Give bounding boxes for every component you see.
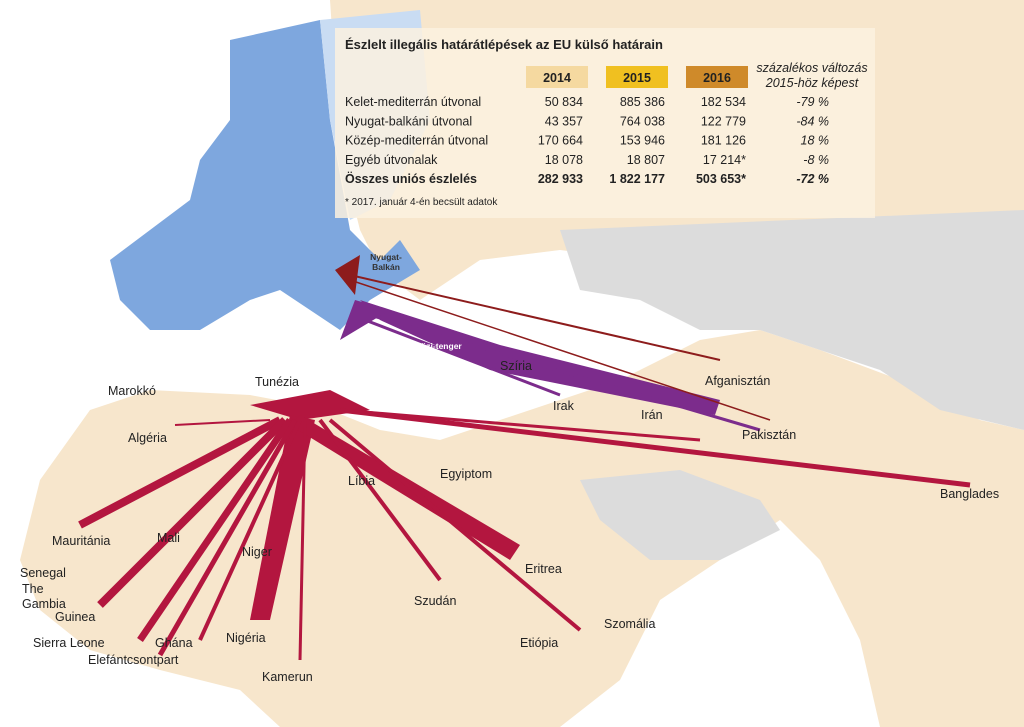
cell: 122 779 bbox=[701, 114, 746, 128]
country-label: Etiópia bbox=[520, 636, 558, 650]
country-label: Eritrea bbox=[525, 562, 562, 576]
row-label: Kelet-mediterrán útvonal bbox=[345, 95, 481, 109]
cell: 170 664 bbox=[538, 134, 583, 148]
cell: 50 834 bbox=[545, 95, 583, 109]
land-asia bbox=[560, 210, 1024, 430]
cell: 764 038 bbox=[620, 114, 665, 128]
country-label: Mauritánia bbox=[52, 534, 110, 548]
eu bbox=[110, 20, 420, 330]
central-med-routes bbox=[78, 407, 971, 661]
east-med-arrows bbox=[340, 300, 761, 432]
region-label: Nyugat- bbox=[370, 252, 402, 262]
country-label: Mali bbox=[157, 531, 180, 545]
row-label: Egyéb útvonalak bbox=[345, 153, 438, 167]
cell: 282 933 bbox=[538, 172, 583, 186]
cell: 18 807 bbox=[627, 153, 665, 167]
country-label: Gambia bbox=[22, 597, 66, 611]
land-arabia bbox=[580, 470, 780, 560]
country-label: Algéria bbox=[128, 431, 167, 445]
header-bg bbox=[526, 66, 588, 88]
country-label: Senegal bbox=[20, 566, 66, 580]
country-label: Niger bbox=[242, 545, 272, 559]
country-label: Elefántcsontpart bbox=[88, 653, 179, 667]
row-label: Közép-mediterrán útvonal bbox=[345, 134, 488, 148]
country-label: Sierra Leone bbox=[33, 636, 105, 650]
country-label: Pakisztán bbox=[742, 428, 796, 442]
country-label: Banglades bbox=[940, 487, 999, 501]
cell: 181 126 bbox=[701, 134, 746, 148]
country-label: Szíria bbox=[500, 359, 532, 373]
header: 2014 bbox=[543, 71, 571, 85]
region-label: Balkán bbox=[372, 262, 400, 272]
cell: 1 822 177 bbox=[609, 172, 665, 186]
cell: 43 357 bbox=[545, 114, 583, 128]
country-label: Tunézia bbox=[255, 375, 299, 389]
cell: 503 653* bbox=[696, 172, 746, 186]
cell: 18 % bbox=[801, 134, 830, 148]
country-label: Afganisztán bbox=[705, 374, 770, 388]
country-label: Kamerun bbox=[262, 670, 313, 684]
cell: -72 % bbox=[796, 172, 829, 186]
cell: 17 214* bbox=[703, 153, 746, 167]
country-label: Marokkó bbox=[108, 384, 156, 398]
row-label: Nyugat-balkáni útvonal bbox=[345, 114, 472, 128]
title: Észlelt illegális határátlépések az EU k… bbox=[345, 37, 663, 52]
header-bg bbox=[606, 66, 668, 88]
cell: 885 386 bbox=[620, 95, 665, 109]
country-label: Irak bbox=[553, 399, 575, 413]
country-labels: Marokkó Algéria Tunézia Líbia Egyiptom Maurit… bbox=[20, 359, 999, 684]
header: százalékos változás bbox=[756, 61, 867, 75]
region-label: A Földközi-tenger bbox=[390, 341, 462, 351]
balkan-arrows bbox=[335, 255, 771, 421]
table-panel bbox=[335, 28, 875, 218]
header: 2015 bbox=[623, 71, 651, 85]
country-label: Szudán bbox=[414, 594, 456, 608]
country-label: Ghána bbox=[155, 636, 193, 650]
cell: -79 % bbox=[796, 95, 829, 109]
region-label: tenger középső bbox=[251, 319, 313, 329]
country-label: Szomália bbox=[604, 617, 655, 631]
cell: -84 % bbox=[796, 114, 829, 128]
header: 2016 bbox=[703, 71, 731, 85]
header-bg bbox=[686, 66, 748, 88]
region-label: keleti térsége bbox=[399, 352, 454, 362]
cell: 153 946 bbox=[620, 134, 665, 148]
footnote: * 2017. január 4-én becsült adatok bbox=[345, 197, 498, 208]
header: 2015-höz képest bbox=[765, 76, 859, 90]
country-label: Egyiptom bbox=[440, 467, 492, 481]
country-label: Nigéria bbox=[226, 631, 266, 645]
row-label: Összes uniós észlelés bbox=[345, 171, 477, 186]
country-label: Líbia bbox=[348, 474, 375, 488]
region-label: térsége bbox=[267, 330, 298, 340]
country-label: Irán bbox=[641, 408, 663, 422]
cell: 182 534 bbox=[701, 95, 746, 109]
table-rows: Kelet-mediterrán útvonal 50 834 885 386 182… bbox=[345, 95, 829, 186]
region-label: A Földközi- bbox=[259, 308, 305, 318]
cell: -8 % bbox=[803, 153, 829, 167]
cell: 18 078 bbox=[545, 153, 583, 167]
country-label: Guinea bbox=[55, 610, 95, 624]
country-label: The bbox=[22, 582, 44, 596]
